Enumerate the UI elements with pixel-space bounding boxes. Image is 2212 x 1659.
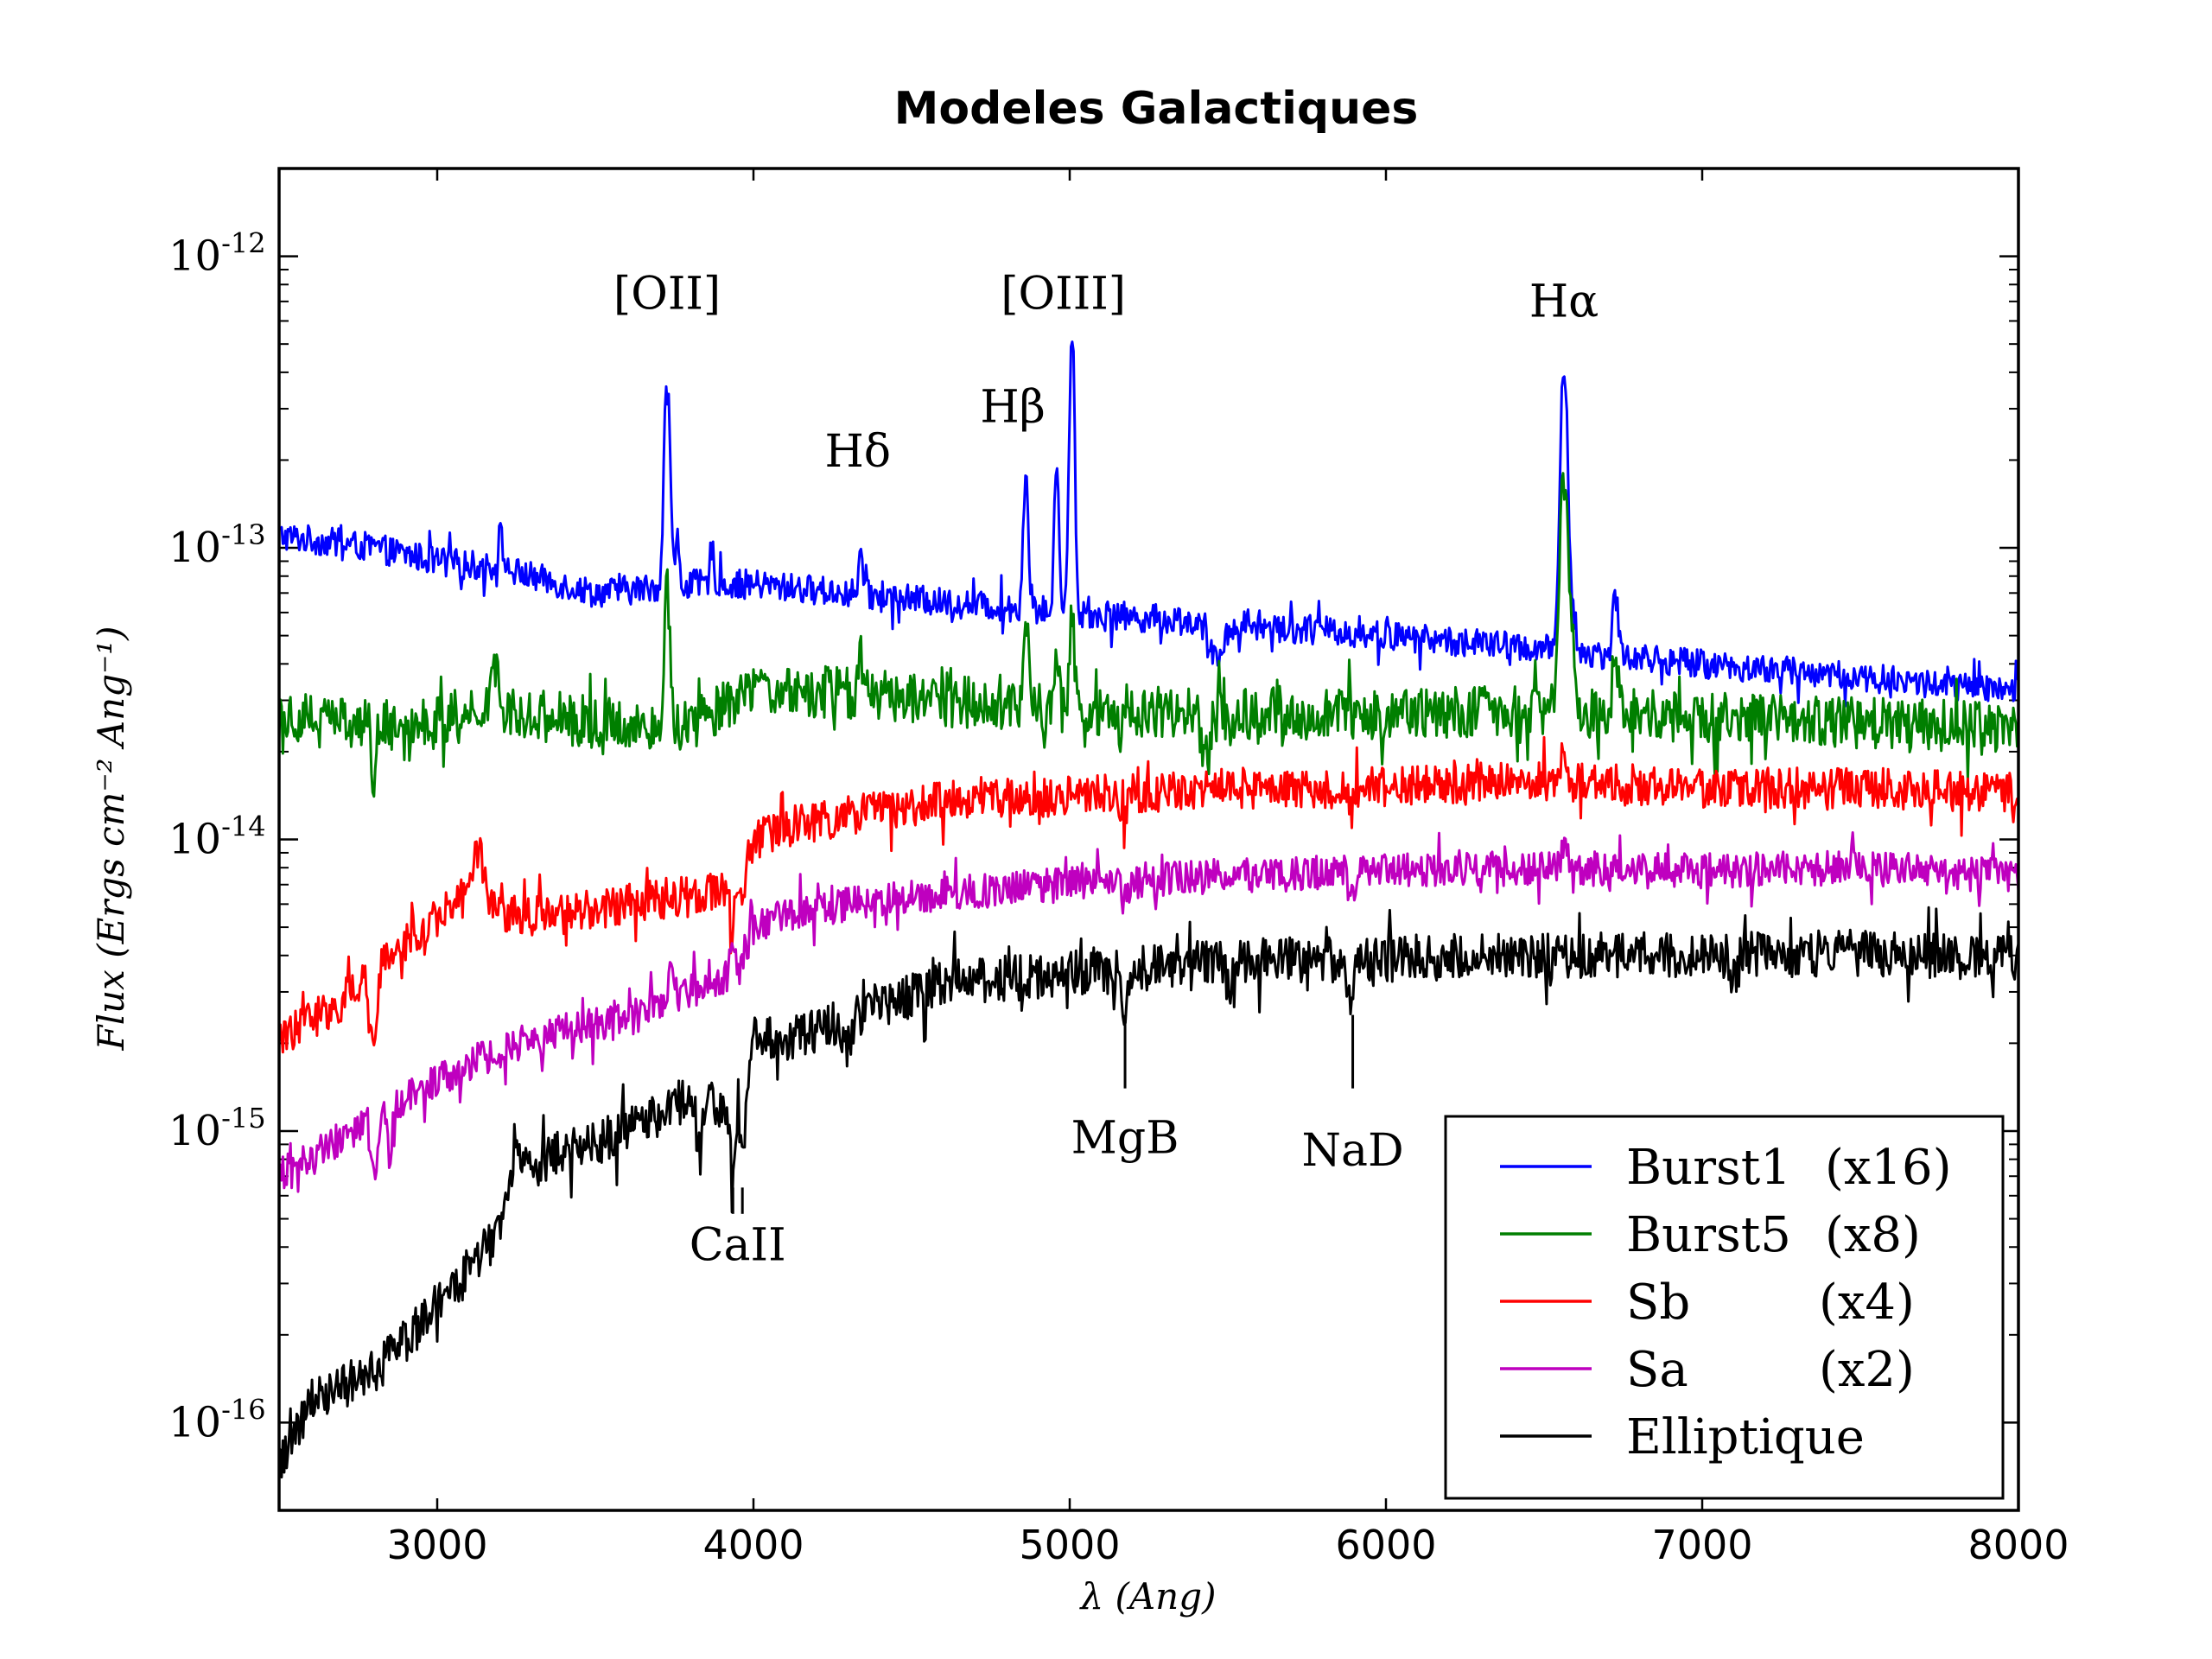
series-line [277,831,2020,1193]
chart-title: Modeles Galactiques [894,83,1419,135]
legend-label: Elliptique [1626,1409,1865,1465]
legend-label: Burst5 [1626,1207,1791,1263]
legend-factor: (x4) [1819,1274,1915,1331]
line-annotation: Hβ [980,381,1045,433]
annotations: [OII] [OIII] Hβ Hδ Hα CaII MgB NaD [613,268,1599,1271]
line-annotation: Hδ [824,426,891,478]
x-axis-label: λ (Ang) [1078,1575,1216,1618]
legend: Burst1 (x16) Burst5 (x8) Sb (x4) Sa (x2) Ellipti… [1444,1115,2005,1500]
series-line [277,735,2019,1054]
y-tick-label: 10-12 [168,227,266,281]
y-axis-label: Flux (Ergs cm⁻² Ang⁻¹) [90,626,132,1052]
legend-factor: (x8) [1825,1207,1921,1263]
legend-label: Burst1 [1626,1140,1791,1196]
legend-factor: (x2) [1819,1342,1915,1398]
legend-factor: (x16) [1825,1140,1952,1196]
y-tick-label: 10-15 [168,1102,266,1155]
line-annotation: Hα [1529,276,1599,328]
x-tick-label: 4000 [702,1522,804,1568]
line-annotation: MgB [1071,1113,1179,1165]
y-tick-label: 10-14 [168,810,266,864]
plot-frame [277,167,2020,1512]
y-axis: 10-16 10-15 10-14 10-13 10-12 [168,168,2018,1446]
series-line [278,340,2020,708]
series-line [277,472,2020,798]
line-annotation: [OIII] [1001,268,1126,320]
y-tick-label: 10-16 [168,1393,266,1446]
x-tick-label: 7000 [1651,1522,1752,1568]
legend-label: Sb [1626,1274,1690,1331]
x-tick-label: 6000 [1335,1522,1436,1568]
line-annotation: NaD [1301,1125,1403,1177]
x-axis: 3000 4000 5000 6000 7000 8000 [386,168,2069,1568]
line-annotation: [OII] [613,268,721,320]
series-line [277,906,2020,1479]
y-tick-label: 10-13 [168,518,266,572]
x-tick-label: 5000 [1019,1522,1120,1568]
x-tick-label: 3000 [386,1522,487,1568]
x-tick-label: 8000 [1967,1522,2069,1568]
series-layer [277,340,2020,1479]
line-annotation: CaII [690,1220,786,1272]
legend-label: Sa [1626,1342,1688,1398]
line-markers [731,1014,1355,1214]
